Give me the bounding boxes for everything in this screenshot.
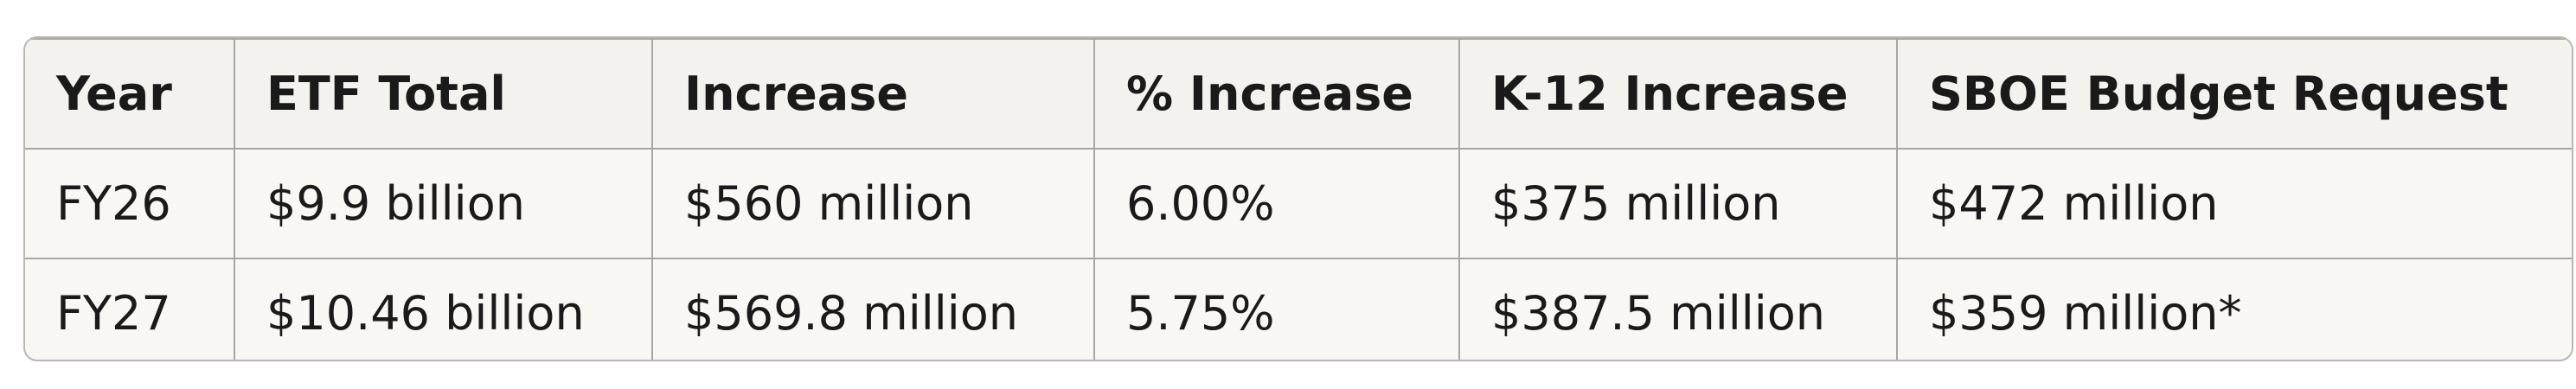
table-cell: $560 million [651,148,1095,259]
table-row: FY27 $10.46 billion $569.8 million 5.75% $38… [25,258,2572,360]
header-cell: K-12 Increase [1458,38,1898,150]
table-cell: FY27 [25,258,235,360]
table-cell: FY26 [25,148,235,259]
table-cell: $472 million [1896,148,2572,259]
table-cell: 5.75% [1093,258,1460,360]
table: Year ETF Total Increase% Increase K-12 Incr… [25,38,2572,360]
table-container: Year ETF Total Increase% Increase K-12 Incr… [23,36,2573,361]
header-cell: % Increase [1093,38,1460,150]
table-cell: $9.9 billion [234,148,653,259]
header-cell: SBOE Budget Request [1896,38,2572,150]
header-cell: Year [25,38,235,150]
table-cell: 6.00% [1093,148,1460,259]
table-cell: $569.8 million [651,258,1095,360]
header-cell: Increase [651,38,1095,150]
table-cell: $10.46 billion [234,258,653,360]
header-cell: ETF Total [234,38,653,150]
table-row: FY26 $9.9 billion $560 million 6.00% $375 mi… [25,148,2572,259]
table-cell: $359 million* [1896,258,2572,360]
table-cell: $375 million [1458,148,1898,259]
header-row: Year ETF Total Increase% Increase K-12 Incr… [25,38,2572,150]
table-cell: $387.5 million [1458,258,1898,360]
